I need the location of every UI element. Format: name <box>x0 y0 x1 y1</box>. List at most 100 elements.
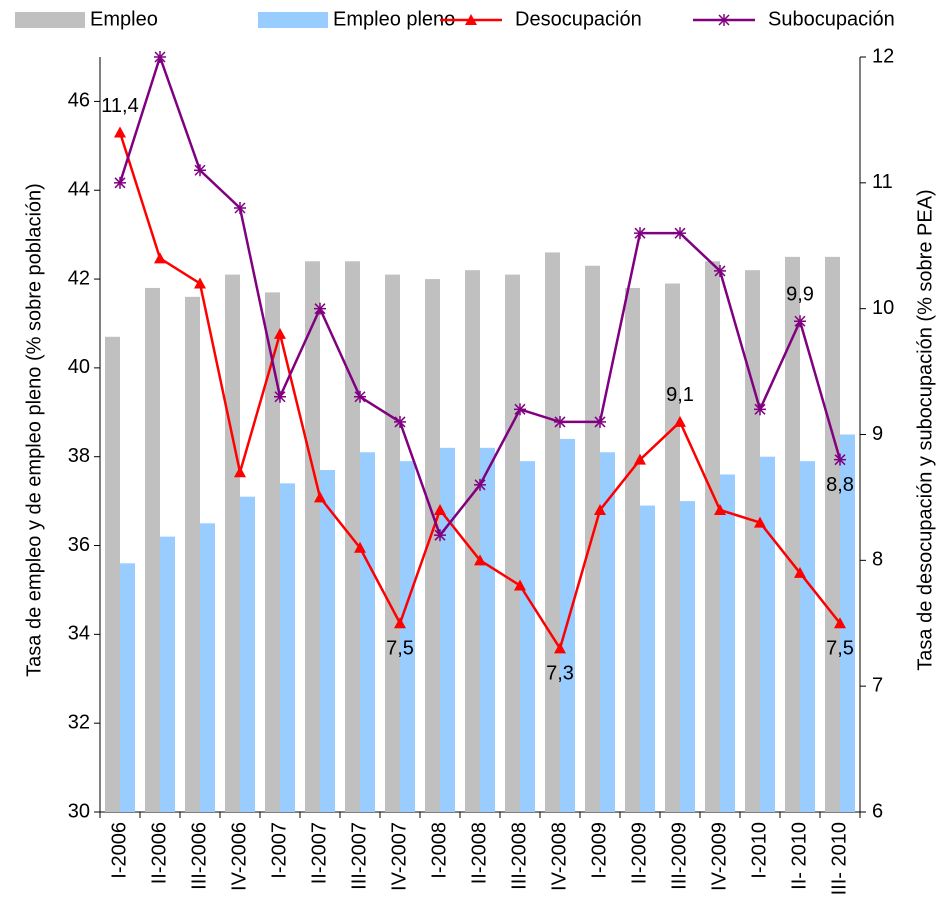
bar <box>160 536 175 812</box>
marker <box>834 617 846 629</box>
data-label: 7,5 <box>826 638 854 660</box>
x-tick-label: II-2006 <box>148 822 170 884</box>
marker <box>718 14 730 26</box>
marker-stroke <box>194 164 206 176</box>
marker-stroke <box>754 403 766 415</box>
y2-axis-title: Tasa de desocupación y subocupación (% s… <box>914 189 936 670</box>
legend-label: Subocupación <box>768 8 895 30</box>
bar <box>600 452 615 812</box>
marker <box>394 415 406 428</box>
x-tick-label: I-2007 <box>268 822 290 879</box>
y2-tick-label: 10 <box>872 297 894 319</box>
marker <box>554 642 566 654</box>
bar <box>720 474 735 812</box>
y-tick-label: 30 <box>68 800 90 822</box>
x-tick-label: IV-2009 <box>708 822 730 891</box>
marker <box>354 390 366 403</box>
marker <box>834 453 846 466</box>
y-tick-label: 40 <box>68 356 90 378</box>
marker <box>594 504 606 515</box>
data-label: 8,8 <box>826 474 854 496</box>
y-tick-label: 46 <box>68 90 90 112</box>
marker <box>114 176 126 189</box>
y2-tick-label: 6 <box>872 800 883 822</box>
marker <box>674 227 686 240</box>
marker <box>754 516 766 528</box>
marker <box>754 403 766 416</box>
marker <box>474 478 486 491</box>
marker-stroke <box>314 303 326 315</box>
data-label: 11,4 <box>101 95 138 117</box>
marker-stroke <box>514 403 526 415</box>
bar <box>625 287 640 812</box>
bar <box>265 292 280 813</box>
bar <box>400 461 415 812</box>
x-tick-label: III-2006 <box>188 822 210 890</box>
x-tick-label: I-2006 <box>108 822 130 879</box>
legend-label: Desocupación <box>515 8 642 30</box>
marker-stroke <box>834 454 846 466</box>
y2-tick-label: 9 <box>872 423 883 445</box>
x-tick-label: III-2008 <box>508 822 530 890</box>
marker <box>634 453 646 465</box>
marker-stroke <box>554 416 566 428</box>
marker <box>794 315 806 328</box>
bar <box>785 256 800 813</box>
marker-stroke <box>634 227 646 239</box>
bar <box>385 274 400 812</box>
marker <box>474 554 486 566</box>
marker <box>794 566 806 578</box>
marker <box>594 415 606 428</box>
marker <box>114 126 126 138</box>
marker-stroke <box>474 479 486 491</box>
marker <box>314 302 326 315</box>
marker <box>154 252 166 264</box>
x-tick-label: I-2008 <box>428 822 450 879</box>
marker <box>634 227 646 240</box>
bar <box>825 256 840 813</box>
marker-stroke <box>674 227 686 239</box>
bar <box>800 461 815 812</box>
marker <box>714 504 726 515</box>
marker <box>354 541 366 553</box>
data-label: 7,5 <box>386 638 414 660</box>
marker <box>234 202 246 214</box>
marker-stroke <box>594 416 606 428</box>
x-tick-label: IV-2007 <box>388 822 410 891</box>
x-tick-label: II-2009 <box>628 822 650 884</box>
data-label: 7,3 <box>546 663 574 685</box>
marker <box>194 164 206 177</box>
bar <box>520 461 535 812</box>
x-tick-label: III-2009 <box>668 822 690 890</box>
marker <box>394 617 406 629</box>
bar <box>425 279 440 812</box>
marker <box>434 529 446 542</box>
bar <box>360 452 375 812</box>
marker-stroke <box>718 14 730 26</box>
bar <box>440 447 455 812</box>
legend-swatch <box>258 12 328 28</box>
marker-stroke <box>714 265 726 277</box>
marker-stroke <box>234 202 246 214</box>
x-tick-label: II-2008 <box>468 822 490 884</box>
legend-label: Empleo <box>90 8 158 30</box>
bar <box>305 261 320 812</box>
x-tick-label: II- 2010 <box>788 822 810 890</box>
marker-stroke <box>394 416 406 428</box>
marker-stroke <box>794 315 806 327</box>
y-tick-label: 34 <box>68 623 90 645</box>
bar <box>745 270 760 812</box>
bar <box>545 252 560 813</box>
legend-label: Empleo pleno <box>333 8 455 30</box>
bar <box>505 274 520 812</box>
x-tick-label: III- 2010 <box>828 822 850 895</box>
y-tick-label: 38 <box>68 445 90 467</box>
marker <box>274 327 286 339</box>
bar <box>840 434 855 812</box>
marker <box>514 579 526 591</box>
bar <box>240 496 255 812</box>
y-tick-label: 32 <box>68 711 90 733</box>
marker-stroke <box>434 529 446 541</box>
marker <box>314 491 326 503</box>
x-tick-label: IV-2008 <box>548 822 570 891</box>
